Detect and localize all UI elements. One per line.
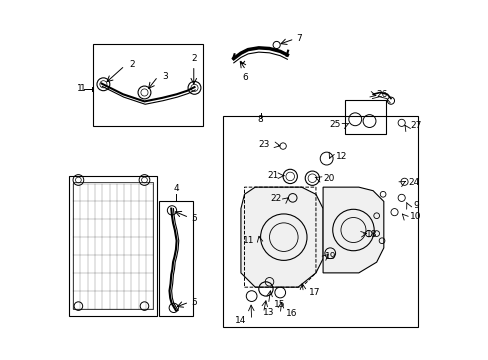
Text: 5: 5 [190,298,196,307]
Text: 13: 13 [263,309,274,318]
Text: 24: 24 [407,178,419,187]
Text: 3: 3 [162,72,168,81]
Polygon shape [241,187,323,287]
Polygon shape [323,187,383,273]
Text: 23: 23 [258,140,270,149]
Text: 15: 15 [273,300,285,309]
Bar [344,100,385,134]
Text: 7: 7 [296,34,302,43]
Text: 4: 4 [173,184,178,193]
Text: 18: 18 [365,230,377,239]
Text: 2: 2 [191,54,196,63]
Text: 11: 11 [243,236,254,245]
Text: 1: 1 [80,84,85,93]
Text: 1: 1 [77,84,83,93]
Bar [223,116,417,327]
Text: 14: 14 [234,315,246,324]
Text: 26: 26 [375,90,386,99]
Text: 27: 27 [410,121,421,130]
Text: 10: 10 [409,212,421,221]
Bar [69,176,157,316]
Text: 16: 16 [285,310,297,319]
Text: 22: 22 [270,194,282,203]
Text: 9: 9 [412,201,418,210]
Bar [159,202,192,316]
Text: 8: 8 [257,116,263,125]
Text: 2: 2 [129,60,135,69]
Text: 12: 12 [335,152,346,161]
Text: 25: 25 [329,120,340,129]
Text: 19: 19 [325,252,336,261]
Bar [73,182,153,309]
Text: 17: 17 [308,288,320,297]
Text: 21: 21 [266,171,278,180]
Text: 6: 6 [242,73,248,82]
Text: 5: 5 [190,214,196,223]
Text: 20: 20 [323,174,334,183]
Bar [93,44,203,126]
